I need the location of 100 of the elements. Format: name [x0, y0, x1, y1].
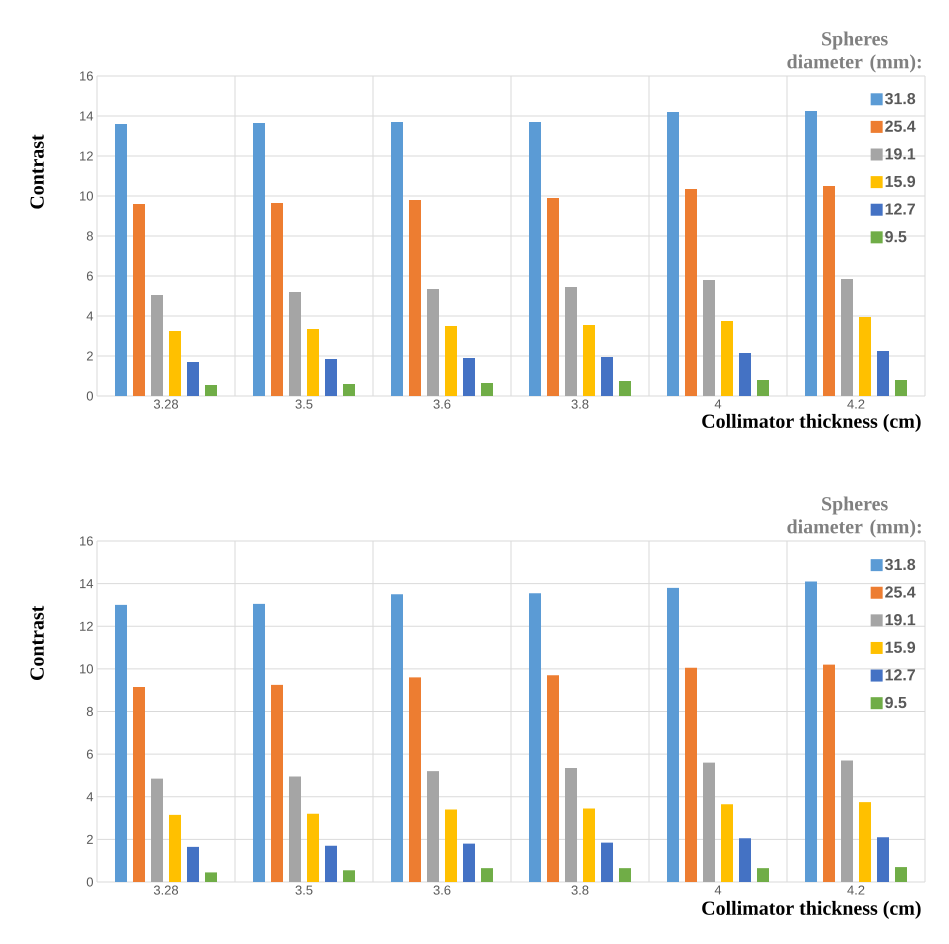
bar — [463, 844, 475, 882]
x-tick-label: 3.28 — [154, 400, 178, 409]
x-tick-label: 4.2 — [847, 400, 864, 409]
bar — [253, 122, 265, 396]
bar — [565, 286, 577, 396]
bar — [529, 593, 541, 882]
y-tick-label: 6 — [86, 750, 93, 759]
bar — [805, 581, 818, 882]
y-tick-label: 16 — [80, 71, 93, 81]
bar — [169, 330, 181, 396]
bar — [151, 294, 163, 396]
legend-label: 9.5 — [885, 231, 906, 242]
bar — [895, 380, 908, 396]
bar — [391, 594, 403, 882]
bar — [391, 122, 403, 396]
legend-label: 9.5 — [885, 696, 906, 708]
bar — [289, 292, 301, 396]
bar — [859, 802, 872, 882]
x-axis-title: Collimator thickness (cm) — [702, 414, 921, 432]
bar — [841, 760, 854, 882]
bar — [427, 288, 439, 396]
bar — [547, 675, 559, 882]
x-axis-title: Collimator thickness (cm) — [702, 900, 921, 919]
y-tick-label: 12 — [80, 622, 93, 631]
legend-label: 19.1 — [886, 148, 916, 160]
y-tick-label: 16 — [80, 536, 93, 546]
bar — [859, 316, 872, 396]
y-tick-label: 4 — [86, 792, 94, 802]
bar — [739, 838, 752, 882]
x-tick-label: 4.2 — [847, 886, 864, 895]
bar — [271, 684, 283, 882]
bar — [325, 846, 337, 882]
bar — [325, 358, 337, 396]
bar — [481, 868, 493, 882]
y-tick-label: 0 — [86, 391, 93, 401]
x-tick-label: 3.5 — [296, 886, 312, 895]
bar — [187, 846, 199, 882]
bar — [841, 278, 854, 396]
bar — [307, 814, 319, 882]
y-tick-label: 2 — [86, 351, 93, 361]
y-tick-label: 8 — [86, 231, 93, 241]
bar — [409, 200, 421, 396]
x-tick-label: 3.28 — [154, 886, 178, 895]
bar — [463, 358, 475, 396]
bar — [205, 872, 217, 882]
bar — [685, 668, 698, 882]
legend-label: 19.1 — [886, 614, 916, 626]
bar — [619, 380, 632, 396]
legend-label: 15.9 — [886, 176, 916, 188]
bar — [895, 867, 908, 882]
bar — [151, 778, 163, 882]
bar — [133, 686, 145, 882]
bar — [427, 771, 439, 882]
bar — [721, 804, 734, 882]
y-tick-label: 8 — [86, 706, 93, 716]
x-tick-label: 3.6 — [434, 886, 450, 895]
bar — [805, 110, 818, 396]
x-tick-label: 3.8 — [572, 886, 588, 895]
x-tick-label: 4 — [714, 400, 722, 408]
y-tick-label: 10 — [80, 191, 93, 201]
bar — [547, 198, 559, 396]
x-tick-label: 3.8 — [572, 400, 588, 409]
bar — [667, 588, 679, 882]
bar — [343, 384, 355, 396]
bar — [583, 808, 596, 882]
bar — [529, 122, 541, 396]
bar — [739, 352, 752, 396]
bar — [619, 868, 632, 882]
bar — [115, 124, 127, 396]
bar — [481, 382, 493, 396]
y-axis-title: Contrast — [30, 606, 44, 680]
bar — [601, 356, 614, 396]
bar — [667, 112, 679, 396]
bar — [757, 868, 770, 882]
bar — [703, 762, 716, 882]
bar — [601, 842, 614, 882]
x-tick-label: 3.5 — [296, 400, 312, 409]
y-tick-label: 14 — [80, 579, 94, 588]
bar — [409, 677, 421, 882]
bar — [169, 814, 181, 882]
bar — [343, 870, 355, 882]
bar — [253, 604, 265, 882]
legend-label: 31.8 — [885, 92, 916, 104]
y-tick-label: 10 — [80, 664, 93, 674]
bar — [757, 380, 770, 396]
bar — [445, 810, 457, 882]
y-tick-label: 0 — [86, 877, 93, 887]
legend-label: 25.4 — [885, 586, 916, 598]
bar — [289, 776, 301, 882]
bar — [271, 202, 283, 396]
bar — [115, 604, 127, 882]
bar — [721, 320, 734, 396]
y-tick-label: 2 — [86, 834, 93, 844]
bar — [133, 204, 145, 396]
y-tick-label: 12 — [80, 151, 93, 161]
y-tick-label: 14 — [80, 112, 94, 120]
legend-label: 12.7 — [886, 669, 915, 680]
x-tick-label: 4 — [714, 886, 722, 894]
bar — [307, 328, 319, 396]
bar — [877, 837, 890, 882]
